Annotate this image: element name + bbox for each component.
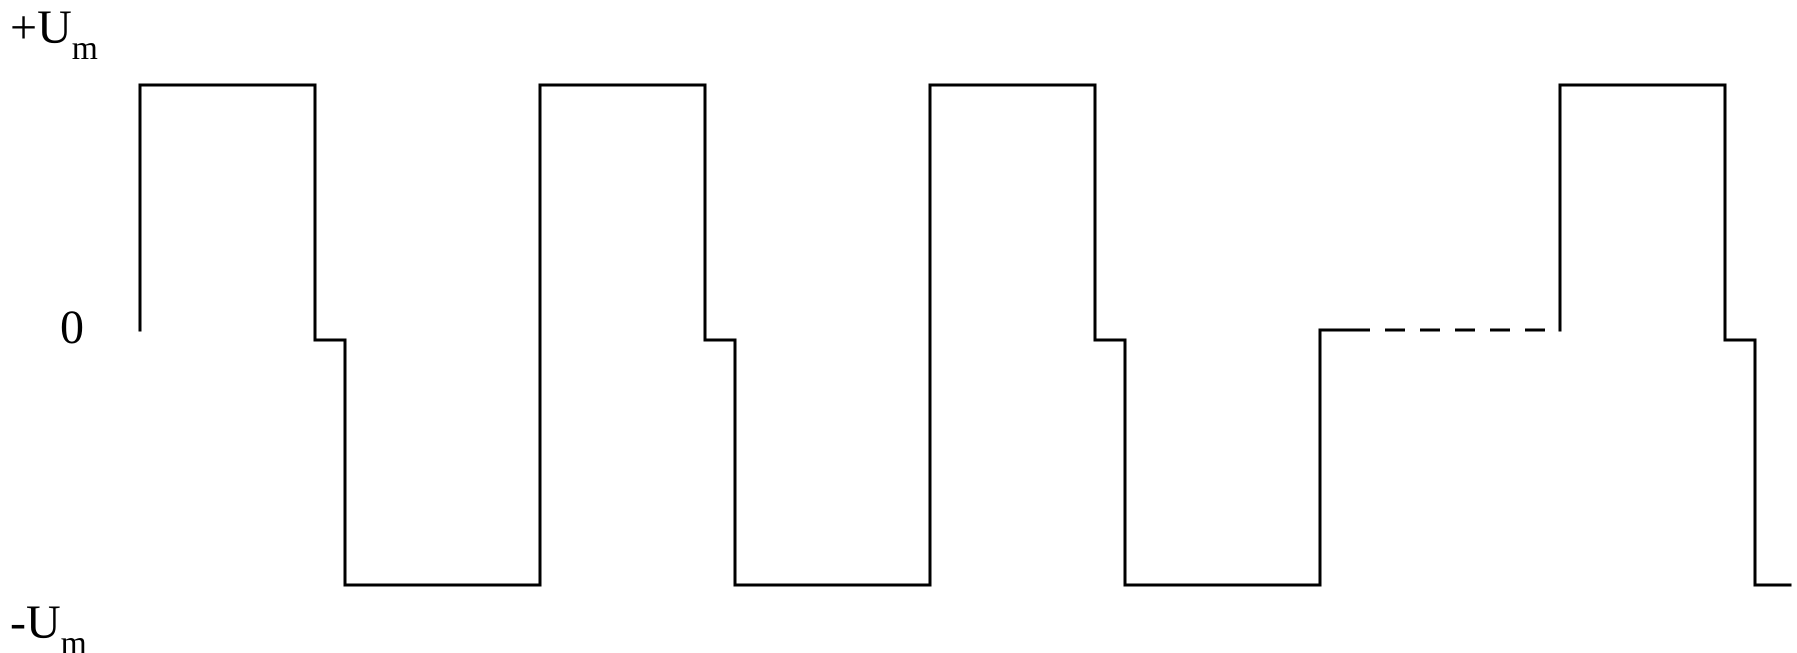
waveform-svg xyxy=(0,0,1797,653)
waveform-path-main xyxy=(140,85,1350,585)
waveform-path-tail xyxy=(1560,85,1790,585)
